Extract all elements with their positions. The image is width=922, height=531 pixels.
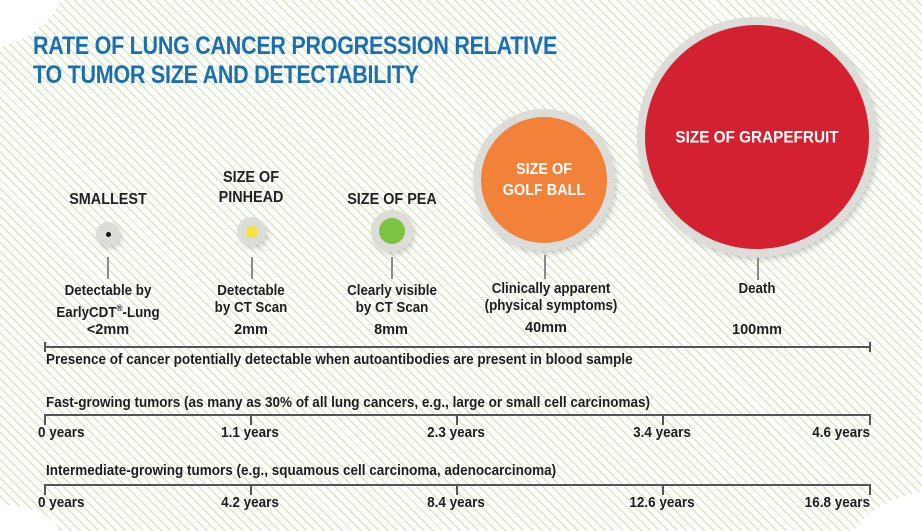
- connector-golf-ball: [544, 255, 546, 279]
- timeline-label-fast: 1.1 years: [221, 424, 279, 441]
- detection-axis-end-tick: [869, 342, 871, 352]
- connector-pinhead: [251, 257, 253, 279]
- timeline-axis-intermediate: [45, 484, 870, 486]
- timeline-label-intermediate: 12.6 years: [629, 494, 695, 511]
- timeline-tick-intermediate: [869, 484, 871, 495]
- detection-caption: Presence of cancer potentially detectabl…: [46, 351, 633, 368]
- stage-description-pea: Clearly visible by CT Scan: [347, 283, 437, 316]
- stage-label-golf-ball: SIZE OF GOLF BALL: [502, 161, 586, 199]
- tumor-dot-golf-ball: SIZE OF GOLF BALL: [481, 117, 607, 243]
- timeline-tick-fast: [250, 414, 252, 425]
- timeline-tick-intermediate: [662, 484, 664, 495]
- size-label-smallest: <2mm: [86, 322, 130, 338]
- title-line-2: TO TUMOR SIZE AND DETECTABILITY: [33, 61, 419, 89]
- tumor-circle-grapefruit: SIZE OF GRAPEFRUIT: [637, 17, 877, 257]
- timeline-tick-fast: [44, 414, 46, 425]
- stage-label-grapefruit: SIZE OF GRAPEFRUIT: [675, 127, 839, 147]
- timeline-caption-fast: Fast-growing tumors (as many as 30% of a…: [46, 394, 650, 411]
- stage-description-pinhead: Detectable by CT Scan: [214, 283, 288, 316]
- tumor-circle-pea: [371, 210, 413, 252]
- timeline-tick-intermediate: [44, 484, 46, 495]
- timeline-tick-intermediate: [456, 484, 458, 495]
- tumor-circle-golf-ball: SIZE OF GOLF BALL: [473, 109, 615, 251]
- timeline-axis-fast: [45, 414, 870, 416]
- tumor-dot-grapefruit: SIZE OF GRAPEFRUIT: [645, 25, 869, 249]
- size-label-pinhead: 2mm: [234, 322, 268, 338]
- tumor-circle-smallest: [96, 222, 120, 246]
- stage-description-smallest: Detectable by EarlyCDT®-Lung: [56, 283, 160, 321]
- tumor-circle-pinhead: [237, 217, 266, 246]
- tumor-dot-smallest: [105, 231, 111, 237]
- timeline-tick-fast: [869, 414, 871, 425]
- size-label-golf-ball: 40mm: [525, 320, 567, 336]
- stage-label-smallest: SMALLEST: [69, 191, 147, 208]
- timeline-label-intermediate: 0 years: [38, 494, 85, 511]
- timeline-caption-intermediate: Intermediate-growing tumors (e.g., squam…: [46, 462, 557, 479]
- tumor-dot-pea: [379, 218, 405, 244]
- page-title: RATE OF LUNG CANCER PROGRESSION RELATIVE…: [33, 32, 557, 90]
- timeline-label-intermediate: 4.2 years: [221, 494, 279, 511]
- stage-label-pinhead: SIZE OF PINHEAD: [218, 169, 284, 206]
- title-line-1: RATE OF LUNG CANCER PROGRESSION RELATIVE: [33, 32, 558, 60]
- stage-description-golf-ball: Clinically apparent (physical symptoms): [484, 281, 618, 314]
- timeline-label-intermediate: 16.8 years: [804, 494, 870, 511]
- size-label-grapefruit: 100mm: [732, 322, 782, 338]
- timeline-label-intermediate: 8.4 years: [427, 494, 485, 511]
- size-label-pea: 8mm: [374, 322, 408, 338]
- timeline-label-fast: 4.6 years: [812, 424, 870, 441]
- timeline-tick-intermediate: [250, 484, 252, 495]
- connector-grapefruit: [757, 258, 759, 280]
- timeline-label-fast: 2.3 years: [427, 424, 485, 441]
- detection-axis-start-tick: [44, 342, 46, 352]
- tumor-dot-pinhead: [245, 225, 258, 238]
- timeline-label-fast: 0 years: [38, 424, 85, 441]
- detection-axis-line: [45, 346, 870, 348]
- timeline-tick-fast: [456, 414, 458, 425]
- timeline-label-fast: 3.4 years: [633, 424, 691, 441]
- connector-smallest: [107, 257, 109, 279]
- timeline-tick-fast: [662, 414, 664, 425]
- stage-description-grapefruit: Death: [738, 281, 776, 297]
- connector-pea: [391, 257, 393, 279]
- stage-label-pea: SIZE OF PEA: [347, 191, 437, 208]
